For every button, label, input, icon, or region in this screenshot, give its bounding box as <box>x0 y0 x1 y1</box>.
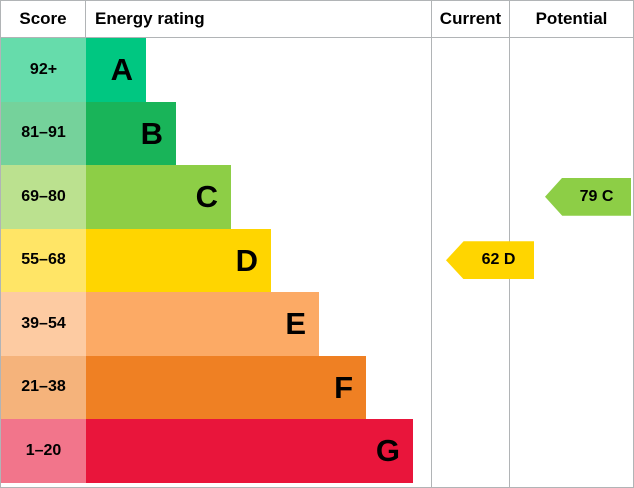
band-letter: E <box>285 306 306 342</box>
current-arrow-label: 62 D <box>481 251 516 269</box>
potential-arrow-label: 79 C <box>579 187 614 205</box>
band-letter: D <box>235 242 258 278</box>
band-row-a: 92+ A <box>1 38 431 102</box>
header-current-label: Current <box>431 1 509 37</box>
band-row-c: 69–80 C <box>1 165 431 229</box>
band-row-b: 81–91 B <box>1 101 431 165</box>
band-bar: G <box>86 419 413 483</box>
band-bar: D <box>86 228 271 292</box>
band-score-label: 92+ <box>1 38 86 102</box>
band-score-label: 39–54 <box>1 292 86 356</box>
band-row-e: 39–54 E <box>1 292 431 356</box>
band-score-label: 55–68 <box>1 228 86 292</box>
band-letter: B <box>140 115 163 151</box>
band-score-label: 1–20 <box>1 419 86 483</box>
band-row-g: 1–20 G <box>1 419 431 483</box>
band-letter: F <box>334 369 353 405</box>
band-row-d: 55–68 D <box>1 228 431 292</box>
band-bar: A <box>86 38 146 102</box>
chart-header: Score Energy rating Current Potential <box>1 1 633 38</box>
header-potential-label: Potential <box>509 1 633 37</box>
band-bar: F <box>86 355 366 419</box>
header-energy-rating-label: Energy rating <box>95 9 205 28</box>
band-letter: A <box>110 52 133 88</box>
band-score-label: 21–38 <box>1 355 86 419</box>
band-bar: C <box>86 165 231 229</box>
current-column <box>431 38 509 487</box>
band-letter: G <box>375 433 400 469</box>
rating-bands: 92+ A 81–91 B 69–80 C 55–68 D 39–54 E 21… <box>1 38 431 487</box>
header-score-label: Score <box>1 1 86 37</box>
band-bar: E <box>86 292 319 356</box>
band-letter: C <box>195 179 218 215</box>
band-bar: B <box>86 101 176 165</box>
band-row-f: 21–38 F <box>1 355 431 419</box>
band-score-label: 81–91 <box>1 101 86 165</box>
current-arrow: 62 D <box>446 241 534 280</box>
potential-arrow: 79 C <box>545 177 631 216</box>
chart-body: 92+ A 81–91 B 69–80 C 55–68 D 39–54 E 21… <box>1 38 633 487</box>
band-score-label: 69–80 <box>1 165 86 229</box>
